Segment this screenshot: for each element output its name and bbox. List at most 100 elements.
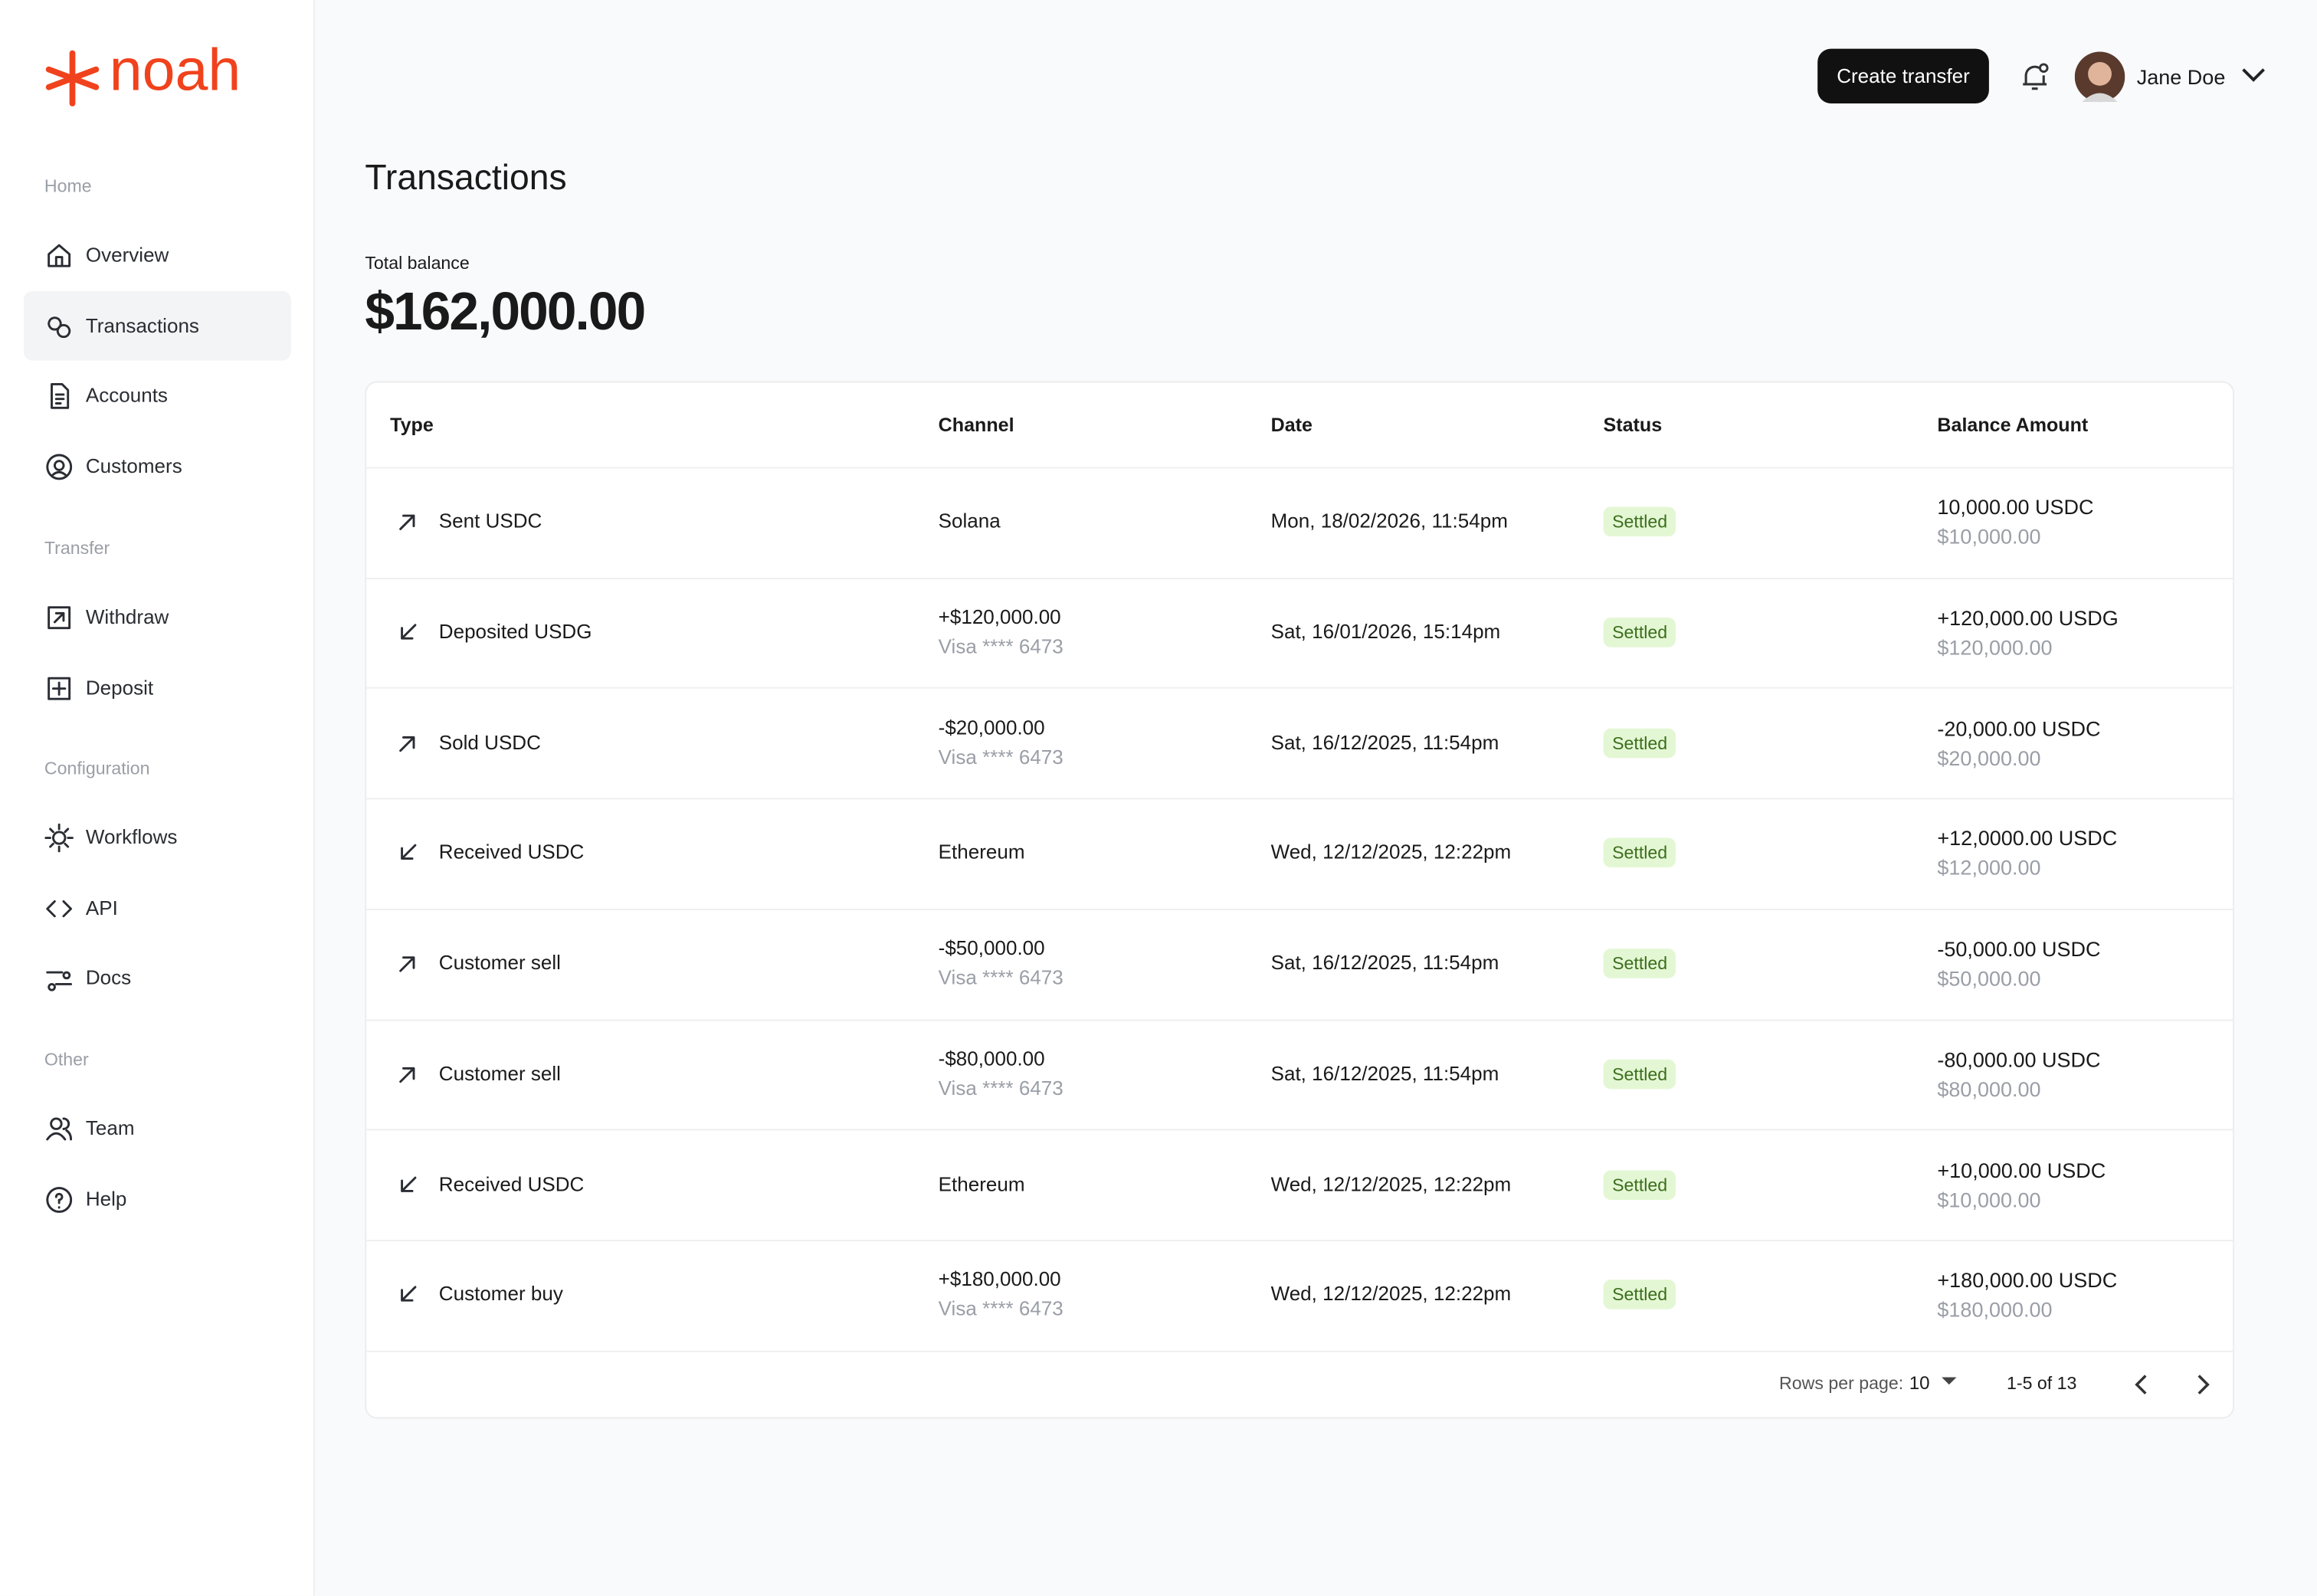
- amount: 10,000.00 USDC: [1937, 495, 2094, 519]
- nav-item[interactable]: Help: [85, 1187, 127, 1210]
- row-divider: [366, 798, 2233, 800]
- next-page[interactable]: [2193, 1373, 2214, 1397]
- nav-item[interactable]: Customers: [85, 455, 182, 478]
- logo-mark: [45, 50, 100, 107]
- nav-icon[interactable]: [44, 603, 74, 633]
- status: Settled: [1603, 728, 1676, 758]
- balance: $162,000.00: [365, 280, 646, 342]
- direction-icon: [401, 844, 417, 860]
- channel-detail: Visa **** 6473: [938, 1077, 1063, 1100]
- amount-fiat: $120,000.00: [1937, 635, 2053, 660]
- rows-per-page-label: Rows per page:: [1779, 1372, 1904, 1394]
- row-divider: [366, 1349, 2233, 1352]
- amount: +180,000.00 USDC: [1937, 1268, 2118, 1293]
- row-divider: [366, 467, 2233, 469]
- column-header: Type: [390, 414, 434, 436]
- nav-item[interactable]: Team: [85, 1117, 135, 1139]
- date: Wed, 12/12/2025, 12:22pm: [1270, 1283, 1512, 1306]
- type: Customer sell: [438, 1062, 561, 1085]
- nav-item[interactable]: Workflows: [85, 826, 178, 849]
- channel: +$180,000.00: [938, 1268, 1061, 1291]
- row-divider: [366, 908, 2233, 910]
- nav-section-label: Home: [44, 175, 92, 197]
- nav-item[interactable]: Transactions: [85, 314, 199, 337]
- channel-detail: Visa **** 6473: [938, 966, 1063, 989]
- amount-fiat: $10,000.00: [1937, 525, 2041, 549]
- sidebar: noah Home Overview Transactions Accounts Cus…: [0, 0, 315, 1596]
- amount: +12,0000.00 USDC: [1937, 826, 2118, 850]
- nav-item[interactable]: Deposit: [85, 676, 154, 699]
- amount: -50,000.00 USDC: [1937, 937, 2101, 961]
- row-divider: [366, 577, 2233, 579]
- type: Customer buy: [438, 1283, 563, 1306]
- column-header: Balance Amount: [1937, 414, 2089, 436]
- create-transfer-button[interactable]: Create transfer: [1817, 48, 1989, 104]
- status: Settled: [1603, 1169, 1676, 1200]
- bell-icon[interactable]: [2017, 59, 2053, 94]
- dropdown-caret[interactable]: [1942, 1376, 1957, 1388]
- page-title: Transactions: [365, 158, 567, 198]
- date: Sat, 16/12/2025, 11:54pm: [1270, 1062, 1499, 1085]
- direction-icon: [401, 624, 417, 640]
- date: Sat, 16/01/2026, 15:14pm: [1270, 621, 1501, 644]
- direction-icon: [399, 736, 415, 752]
- nav-icon[interactable]: [44, 673, 74, 703]
- avatar[interactable]: [2074, 51, 2125, 103]
- channel-detail: Visa **** 6473: [938, 746, 1063, 769]
- date: Mon, 18/02/2026, 11:54pm: [1270, 510, 1508, 533]
- nav-item[interactable]: Accounts: [85, 385, 168, 408]
- page-range: 1-5 of 13: [2007, 1372, 2077, 1394]
- column-header: Date: [1270, 414, 1313, 436]
- prev-page[interactable]: [2131, 1373, 2152, 1397]
- transactions-table: Rows per page: 10 1-5 of 13 Type Channel D…: [365, 381, 2235, 1419]
- column-header: Status: [1603, 414, 1663, 436]
- nav-icon[interactable]: [44, 1114, 74, 1144]
- chevron[interactable]: [2240, 65, 2267, 86]
- amount: -80,000.00 USDC: [1937, 1047, 2101, 1071]
- column-header: Channel: [938, 414, 1014, 436]
- status: Settled: [1603, 1059, 1676, 1090]
- row-divider: [366, 1018, 2233, 1021]
- type: Customer sell: [438, 952, 561, 975]
- status: Settled: [1603, 618, 1676, 647]
- rows-per-page-value[interactable]: 10: [1909, 1372, 1930, 1394]
- channel: Ethereum: [938, 841, 1025, 864]
- amount-fiat: $80,000.00: [1937, 1077, 2041, 1101]
- direction-icon: [399, 1067, 415, 1083]
- type: Received USDC: [438, 1172, 585, 1195]
- nav-section-label: Other: [44, 1049, 89, 1070]
- balance-label: Total balance: [365, 252, 470, 274]
- nav-icon[interactable]: [44, 823, 74, 853]
- date: Wed, 12/12/2025, 12:22pm: [1270, 841, 1512, 864]
- nav-item[interactable]: API: [85, 896, 118, 919]
- amount: +10,000.00 USDC: [1937, 1158, 2106, 1182]
- logo: noah: [109, 38, 241, 104]
- direction-icon: [401, 1175, 417, 1192]
- channel: Solana: [938, 510, 1001, 533]
- user-name[interactable]: Jane Doe: [2136, 64, 2226, 89]
- date: Wed, 12/12/2025, 12:22pm: [1270, 1172, 1512, 1195]
- nav-icon[interactable]: [44, 382, 74, 411]
- channel: -$50,000.00: [938, 937, 1045, 959]
- nav-icon[interactable]: [44, 452, 74, 482]
- type: Sent USDC: [438, 510, 542, 533]
- channel: -$80,000.00: [938, 1047, 1045, 1070]
- channel: +$120,000.00: [938, 605, 1061, 628]
- nav-item[interactable]: Docs: [85, 967, 132, 989]
- status: Settled: [1603, 507, 1676, 537]
- row-divider: [366, 687, 2233, 690]
- status: Settled: [1603, 949, 1676, 979]
- nav-item[interactable]: Withdraw: [85, 605, 169, 628]
- nav-icon[interactable]: [44, 964, 74, 994]
- nav-icon[interactable]: [44, 893, 74, 923]
- nav-section-label: Configuration: [44, 758, 150, 779]
- nav-icon[interactable]: [44, 311, 74, 341]
- nav-icon[interactable]: [44, 241, 74, 270]
- channel: -$20,000.00: [938, 716, 1045, 739]
- amount-fiat: $10,000.00: [1937, 1187, 2041, 1211]
- nav-icon[interactable]: [44, 1185, 74, 1214]
- nav-item[interactable]: Overview: [85, 244, 169, 267]
- status: Settled: [1603, 1280, 1676, 1310]
